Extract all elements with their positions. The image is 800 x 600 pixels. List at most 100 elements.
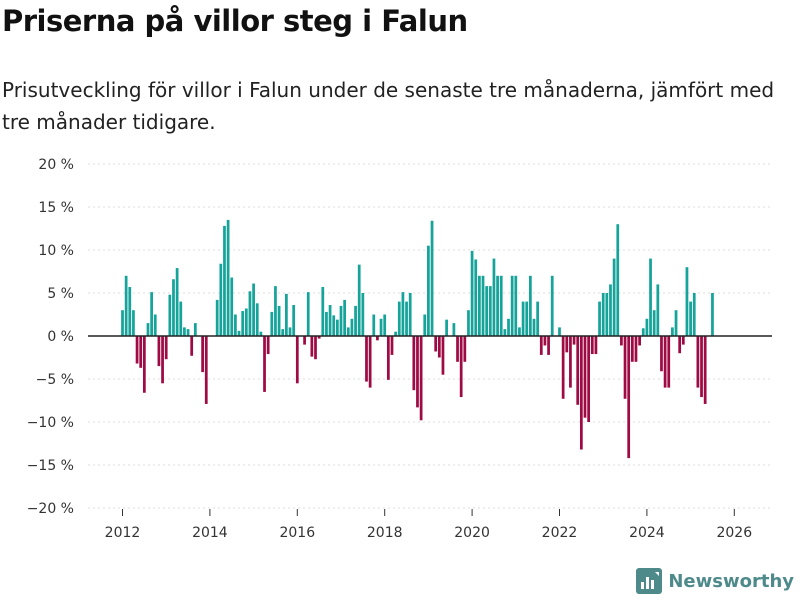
bar-positive [641,328,645,336]
bar-negative [630,336,634,362]
bar-positive [252,283,255,336]
bar-negative [314,336,317,360]
bar-positive [172,279,175,336]
bar-negative [634,336,638,362]
bar-negative [441,336,445,375]
bar-negative [572,336,576,345]
bar-positive [153,314,157,336]
bar-positive [601,293,605,336]
bar-positive [223,225,226,336]
bar-positive [357,264,361,336]
bar-negative [434,336,438,352]
bar-positive [645,318,649,336]
bar-positive [518,327,521,336]
bar-positive [128,286,132,336]
bar-positive [401,292,405,336]
bar-positive [671,327,674,336]
bar-positive [525,301,529,336]
bar-positive [226,219,230,336]
bar-positive [248,291,252,336]
bar-negative [463,336,467,362]
bar-positive [649,258,652,336]
brand-logo: Newsworthy [636,568,794,594]
y-tick-label: −10 % [27,415,74,431]
chart-title: Priserna på villor steg i Falun [2,4,468,38]
bar-negative [201,336,204,373]
bar-positive [179,301,183,336]
bar-positive [656,284,660,336]
bar-positive [689,301,692,336]
bar-positive [350,318,354,336]
bar-negative [390,336,394,355]
bar-positive [332,315,336,336]
y-tick-label: −5 % [36,372,74,388]
bar-positive [510,275,514,336]
bar-positive [558,327,561,336]
bar-positive [499,275,503,336]
brand-name: Newsworthy [668,570,794,592]
bar-positive [616,224,620,336]
bar-negative [204,336,208,404]
x-tick-label: 2012 [105,525,141,541]
bar-negative [703,336,707,404]
bar-negative [310,336,314,357]
gridlines [88,163,772,509]
bar-positive [528,275,532,336]
bar-positive [485,286,489,336]
bar-negative [576,336,580,405]
bar-positive [339,305,343,336]
x-tick-label: 2018 [367,525,403,541]
bar-negative [620,336,623,346]
bar-negative [678,336,682,354]
bar-positive [306,292,310,336]
x-tick-label: 2024 [629,525,665,541]
bar-positive [503,329,507,336]
bar-positive [612,258,616,336]
bar-positive [150,292,154,336]
bar-positive [674,310,678,336]
y-axis-ticks: 20 % 15 % 10 % 5 % 0 % −5 % −10 % −15 % −20 % [27,157,74,517]
bar-negative [139,336,143,368]
bar-negative [663,336,667,388]
bar-negative [157,336,161,367]
bar-negative [135,336,139,364]
bar-positive [335,319,339,336]
bar-positive [121,310,124,336]
bar-positive [328,305,332,336]
bar-positive [379,318,383,336]
bar-positive [244,308,248,336]
bar-positive [230,277,234,336]
bar-positive [183,327,186,336]
bar-positive [397,301,401,336]
bar-negative [587,336,591,422]
bar-negative [590,336,594,355]
bar-negative [164,336,168,360]
bar-negative [579,336,583,450]
bar-positive [408,293,412,336]
bar-positive [445,319,448,336]
bar-positive [430,220,434,336]
bar-positive [321,286,325,336]
bar-positive [168,294,172,336]
y-tick-label: −20 % [27,501,74,517]
bar-negative [561,336,565,399]
bar-negative [667,336,671,388]
bar-positive [270,311,274,336]
bar-positive [288,327,292,336]
bar-negative [303,336,306,345]
x-tick-label: 2014 [192,525,228,541]
bar-positive [361,293,365,336]
bar-negative [412,336,416,391]
y-tick-label: 20 % [38,157,74,173]
bar-positive [285,293,288,336]
bar-positive [219,263,223,336]
bar-positive [652,310,656,336]
bar-negative [142,336,146,393]
bar-negative [539,336,543,355]
bar-positive [532,318,536,336]
bar-positive [234,314,237,336]
y-tick-label: −15 % [27,458,74,474]
bar-negative [627,336,631,459]
bar-positive [605,293,609,336]
